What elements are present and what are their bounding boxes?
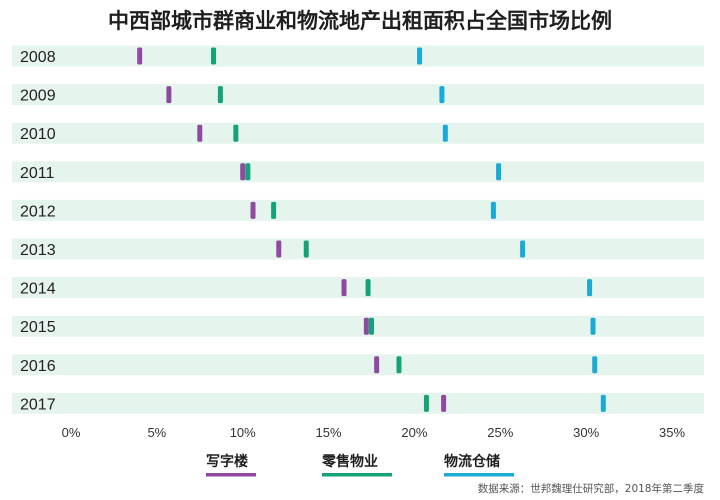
data-mark-logistics <box>592 356 598 374</box>
data-mark-office <box>137 47 143 65</box>
data-mark-office <box>441 394 447 412</box>
y-tick-label: 2016 <box>20 358 56 375</box>
data-mark-retail <box>271 201 277 219</box>
data-mark-logistics <box>490 201 496 219</box>
x-tick-label: 15% <box>316 425 342 440</box>
legend-swatch <box>444 473 514 477</box>
y-tick-label: 2014 <box>20 281 56 298</box>
chart-title: 中西部城市群商业和物流地产出租面积占全国市场比例 <box>108 9 612 33</box>
row-band <box>12 84 704 106</box>
legend-label: 写字楼 <box>206 453 248 470</box>
x-tick-label: 30% <box>573 425 599 440</box>
y-tick-label: 2010 <box>20 126 56 143</box>
row-band <box>12 45 704 67</box>
row-band <box>12 315 704 337</box>
x-tick-label: 35% <box>659 425 685 440</box>
data-mark-retail <box>365 279 371 297</box>
data-mark-office <box>250 201 256 219</box>
x-axis-labels: 0% 5% 10% 15% 20% 25% 30% 35% <box>62 425 686 440</box>
data-mark-retail <box>245 163 251 181</box>
data-mark-logistics <box>590 317 596 335</box>
data-mark-office <box>341 279 347 297</box>
data-mark-logistics <box>496 163 502 181</box>
x-tick-label: 5% <box>147 425 166 440</box>
row-bands <box>12 45 704 414</box>
legend-swatch <box>322 473 392 477</box>
row-band <box>12 199 704 221</box>
y-tick-label: 2012 <box>20 203 56 220</box>
data-mark-retail <box>303 240 309 258</box>
y-tick-label: 2015 <box>20 319 56 336</box>
data-mark-logistics <box>520 240 526 258</box>
row-band <box>12 392 704 414</box>
data-mark-retail <box>233 124 239 142</box>
legend-label: 零售物业 <box>321 453 378 470</box>
legend: 写字楼 零售物业 物流仓储 <box>206 453 514 477</box>
y-tick-label: 2017 <box>20 396 56 413</box>
row-band <box>12 238 704 260</box>
data-mark-office <box>363 317 369 335</box>
y-tick-label: 2011 <box>20 165 55 182</box>
data-mark-retail <box>217 86 223 104</box>
x-tick-label: 0% <box>62 425 81 440</box>
y-tick-label: 2013 <box>20 242 56 259</box>
row-band <box>12 354 704 376</box>
data-mark-retail <box>423 394 429 412</box>
data-mark-office <box>240 163 246 181</box>
y-tick-label: 2009 <box>20 88 56 105</box>
x-tick-label: 25% <box>487 425 513 440</box>
data-mark-office <box>166 86 172 104</box>
data-mark-logistics <box>417 47 423 65</box>
row-band <box>12 161 704 183</box>
row-band <box>12 277 704 299</box>
row-band <box>12 122 704 144</box>
data-mark-retail <box>396 356 402 374</box>
data-mark-office <box>276 240 282 258</box>
data-marks <box>137 47 606 412</box>
source-note: 数据来源：世邦魏理仕研究部，2018年第二季度 <box>478 482 705 495</box>
data-mark-logistics <box>439 86 445 104</box>
data-mark-retail <box>211 47 217 65</box>
x-tick-label: 10% <box>230 425 256 440</box>
data-mark-logistics <box>442 124 448 142</box>
data-mark-office <box>374 356 380 374</box>
data-mark-retail <box>369 317 374 335</box>
data-mark-logistics <box>600 394 606 412</box>
y-axis-labels: 2008 2009 2010 2011 2012 2013 2014 2015 2016 2017 <box>20 49 56 413</box>
data-mark-logistics <box>587 279 593 297</box>
x-tick-label: 20% <box>401 425 427 440</box>
y-tick-label: 2008 <box>20 49 56 66</box>
legend-label: 物流仓储 <box>444 453 500 470</box>
legend-swatch <box>206 473 256 477</box>
data-mark-office <box>197 124 203 142</box>
